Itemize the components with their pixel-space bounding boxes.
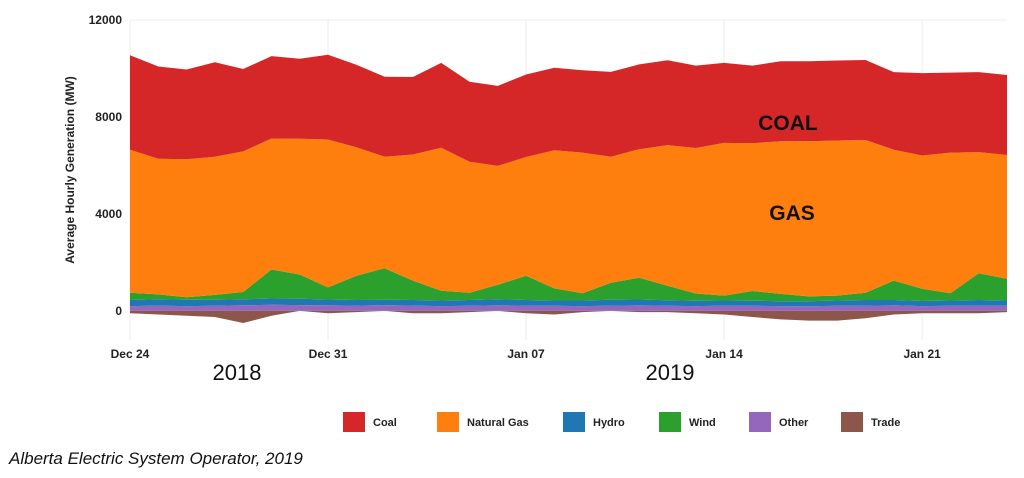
x-axis: Dec 24 Dec 31 Jan 07 Jan 14 Jan 21 [111,347,941,361]
y-tick-label: 0 [115,304,122,318]
area-trade [130,310,1007,323]
legend-swatch-wind [659,412,681,432]
x-tick-label: Jan 14 [705,347,743,361]
area-natural-gas [130,138,1007,298]
legend-label-trade: Trade [871,417,900,429]
area-series [130,54,1007,323]
x-tick-label: Dec 24 [111,347,150,361]
area-hydro [130,298,1007,307]
legend-label-natural-gas: Natural Gas [467,417,529,429]
x-tick-label: Dec 31 [309,347,348,361]
legend-swatch-trade [841,412,863,432]
coal-annotation: COAL [758,112,818,135]
x-tick-label: Jan 07 [507,347,545,361]
legend: Coal Natural Gas Hydro Wind Other Trade [343,412,900,432]
legend-swatch-hydro [563,412,585,432]
legend-swatch-natural-gas [437,412,459,432]
legend-swatch-other [749,412,771,432]
legend-swatch-coal [343,412,365,432]
legend-label-hydro: Hydro [593,417,625,429]
legend-label-other: Other [779,417,809,429]
x-axis-title-group: Year [520,381,620,396]
gas-annotation: GAS [769,202,815,225]
area-other [130,304,1007,311]
x-axis-title-mask [520,384,620,394]
source-note: Alberta Electric System Operator, 2019 [9,449,303,468]
y-tick-label: 4000 [95,207,122,221]
y-axis-title: Average Hourly Generation (MW) [63,76,77,264]
y-tick-label: 12000 [89,13,123,27]
year-label-2019: 2019 [646,360,695,385]
area-wind [130,268,1007,302]
year-label-2018: 2018 [213,360,262,385]
y-axis: 0 4000 8000 12000 [89,13,123,318]
x-tick-label: Jan 21 [903,347,941,361]
y-tick-label: 8000 [95,110,122,124]
legend-label-coal: Coal [373,417,397,429]
legend-label-wind: Wind [689,417,716,429]
area-coal [130,54,1007,166]
